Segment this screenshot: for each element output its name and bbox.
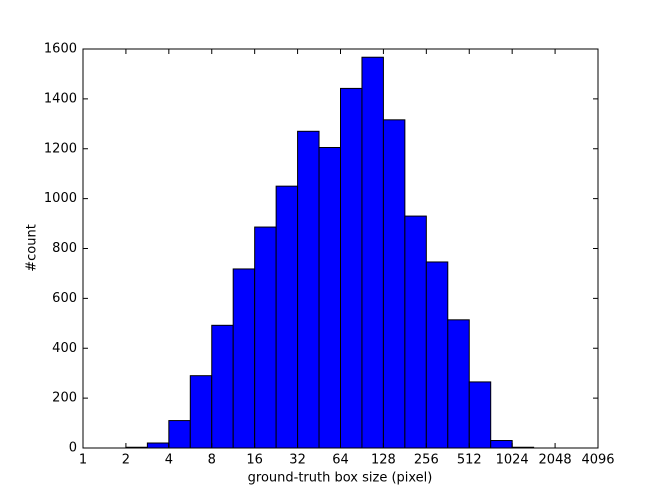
bar <box>447 319 470 449</box>
x-tick-label: 128 <box>371 453 396 468</box>
x-tick-label: 4 <box>165 453 173 468</box>
x-tick-label: 2 <box>122 453 130 468</box>
y-axis-label: #count <box>25 224 40 272</box>
bar <box>275 185 299 449</box>
x-axis-label: ground-truth box size (pixel) <box>248 471 433 486</box>
x-tick-label: 16 <box>246 453 263 468</box>
bar <box>340 87 363 449</box>
bar <box>297 130 320 449</box>
bar <box>361 56 384 449</box>
bar <box>404 215 427 449</box>
y-tick-label: 400 <box>52 341 77 356</box>
x-tick-label: 1 <box>79 453 87 468</box>
bar <box>168 420 191 449</box>
bar <box>318 147 342 449</box>
x-tick-label: 64 <box>332 453 349 468</box>
y-tick-label: 200 <box>52 391 77 406</box>
bar <box>189 375 213 449</box>
y-tick-label: 1600 <box>44 42 77 57</box>
bar <box>254 226 277 449</box>
bar <box>490 440 513 449</box>
bar <box>211 324 234 449</box>
x-tick-label: 4096 <box>581 453 614 468</box>
bar <box>146 442 170 449</box>
bar <box>468 381 492 449</box>
x-tick-label: 1024 <box>496 453 529 468</box>
x-tick-label: 32 <box>289 453 306 468</box>
y-tick-label: 0 <box>69 441 77 456</box>
y-tick-label: 1400 <box>44 91 77 106</box>
y-tick-label: 600 <box>52 291 77 306</box>
bar <box>232 268 256 449</box>
y-tick-label: 1000 <box>44 191 77 206</box>
x-tick-label: 512 <box>457 453 482 468</box>
y-tick-label: 1200 <box>44 141 77 156</box>
bar <box>382 119 406 449</box>
x-tick-label: 256 <box>414 453 439 468</box>
bar <box>425 261 449 449</box>
x-tick-label: 8 <box>208 453 216 468</box>
y-tick-label: 800 <box>52 241 77 256</box>
x-tick-label: 2048 <box>539 453 572 468</box>
